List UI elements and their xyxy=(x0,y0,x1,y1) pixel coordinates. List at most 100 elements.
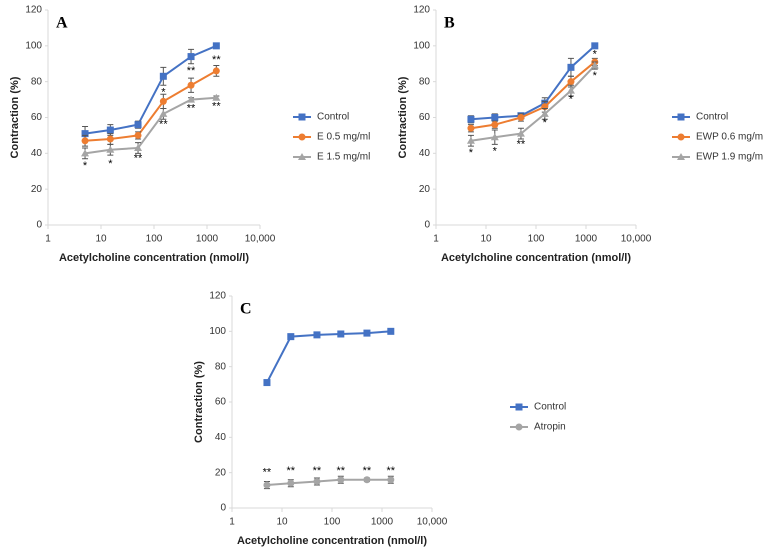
legend-label: Control xyxy=(696,112,728,123)
annotation: ** xyxy=(159,119,168,131)
annotation: * xyxy=(108,158,113,170)
x-tick-label: 100 xyxy=(528,234,545,245)
series-line xyxy=(470,61,596,130)
annotation: * xyxy=(83,160,88,172)
y-tick-label: 100 xyxy=(25,40,42,51)
data-point xyxy=(491,121,499,129)
annotation: ** xyxy=(212,101,221,113)
data-point xyxy=(212,42,220,50)
data-point xyxy=(81,130,89,138)
y-tick-label: 120 xyxy=(209,291,226,302)
data-point xyxy=(337,330,345,338)
legend-label: EWP 1.9 mg/m xyxy=(696,152,763,163)
annotation: * xyxy=(569,93,574,105)
x-axis-label: Acetylcholine concentration (nmol/l) xyxy=(441,252,631,264)
legend-marker xyxy=(298,113,306,121)
x-tick-label: 10 xyxy=(95,234,107,245)
x-tick-label: 1 xyxy=(229,517,235,528)
x-tick-label: 10,000 xyxy=(245,234,276,245)
series-line xyxy=(84,96,217,155)
data-point xyxy=(287,479,295,487)
y-axis-label: Contraction (%) xyxy=(193,361,205,443)
legend-label: EWP 0.6 mg/m xyxy=(696,132,763,143)
x-axis-label: Acetylcholine concentration (nmol/l) xyxy=(237,535,427,547)
x-tick-label: 10,000 xyxy=(417,517,448,528)
data-point xyxy=(363,476,371,484)
y-tick-label: 120 xyxy=(413,5,430,16)
data-point xyxy=(187,53,195,61)
panel-label: C xyxy=(240,301,252,318)
annotation: ** xyxy=(517,138,526,150)
annotation: ** xyxy=(313,465,322,477)
data-point xyxy=(159,97,167,105)
legend-marker xyxy=(677,153,685,160)
series-line xyxy=(266,478,391,487)
series-line xyxy=(84,70,217,142)
x-axis-label: Acetylcholine concentration (nmol/l) xyxy=(59,252,249,264)
annotation: ** xyxy=(187,102,196,114)
y-tick-label: 80 xyxy=(31,76,43,87)
y-tick-label: 40 xyxy=(31,148,43,159)
legend-marker xyxy=(677,133,685,141)
y-tick-label: 20 xyxy=(215,467,227,478)
data-point xyxy=(106,126,114,134)
data-point xyxy=(567,78,575,86)
annotation: ** xyxy=(387,465,396,477)
data-point xyxy=(540,109,549,117)
series-line xyxy=(470,45,596,121)
data-point xyxy=(490,133,499,141)
y-tick-label: 60 xyxy=(31,112,43,123)
annotation: * xyxy=(493,145,498,157)
y-tick-label: 60 xyxy=(215,397,227,408)
y-tick-label: 40 xyxy=(419,148,431,159)
y-tick-label: 100 xyxy=(209,326,226,337)
annotation: ** xyxy=(337,465,346,477)
x-tick-label: 10,000 xyxy=(621,234,652,245)
data-point xyxy=(567,63,575,71)
x-tick-label: 1 xyxy=(45,234,51,245)
data-point xyxy=(313,478,321,485)
y-tick-label: 80 xyxy=(419,76,431,87)
legend-marker xyxy=(298,133,306,141)
annotation: * xyxy=(543,117,548,129)
data-point xyxy=(387,476,395,484)
y-axis-label: Contraction (%) xyxy=(397,76,409,158)
annotation: ** xyxy=(187,65,196,77)
data-point xyxy=(590,61,599,69)
legend-label: Atropin xyxy=(534,422,566,433)
annotation: * xyxy=(593,49,598,61)
series-line xyxy=(84,44,217,135)
panel-label: A xyxy=(56,15,68,32)
data-point xyxy=(187,81,195,89)
data-point xyxy=(212,67,220,75)
data-point xyxy=(81,137,89,145)
data-point xyxy=(263,481,271,489)
data-point xyxy=(212,93,221,101)
y-tick-label: 120 xyxy=(25,5,42,16)
data-point xyxy=(387,327,395,335)
data-point xyxy=(159,72,167,80)
x-tick-label: 1000 xyxy=(575,234,598,245)
data-point xyxy=(516,129,525,137)
data-point xyxy=(134,121,142,129)
y-tick-label: 0 xyxy=(36,220,42,231)
annotation: ** xyxy=(287,465,296,477)
legend-marker xyxy=(515,403,523,411)
legend-label: E 1.5 mg/ml xyxy=(317,152,370,163)
annotation: * xyxy=(593,70,598,82)
annotation: * xyxy=(469,147,474,159)
data-point xyxy=(187,95,196,103)
legend-label: Control xyxy=(317,112,349,123)
data-point xyxy=(106,145,115,153)
y-tick-label: 40 xyxy=(215,432,227,443)
annotation: ** xyxy=(134,153,143,165)
data-point xyxy=(467,124,475,132)
panel-label: B xyxy=(444,15,455,32)
y-axis-label: Contraction (%) xyxy=(9,76,21,158)
data-point xyxy=(287,333,295,341)
y-tick-label: 0 xyxy=(220,503,226,514)
x-tick-label: 10 xyxy=(480,234,492,245)
y-tick-label: 20 xyxy=(419,184,431,195)
x-tick-label: 10 xyxy=(276,517,288,528)
